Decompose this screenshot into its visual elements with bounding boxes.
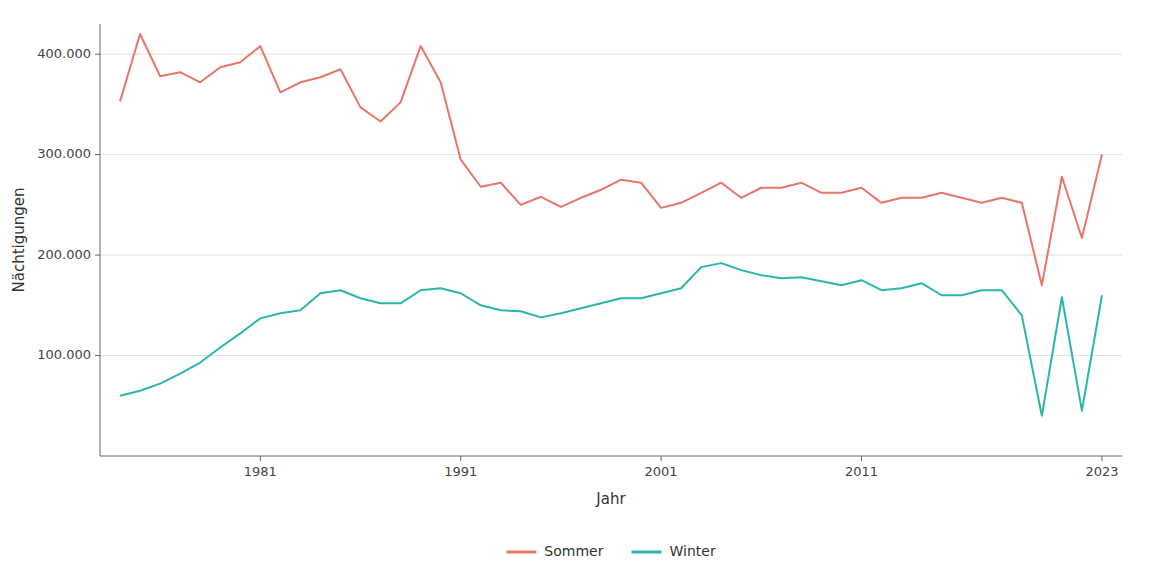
y-tick (95, 154, 100, 155)
legend-item: Sommer (506, 543, 603, 559)
legend-item: Winter (631, 543, 715, 559)
x-axis-line (100, 456, 1122, 457)
y-tick-label: 400.000 (37, 46, 91, 61)
grid-line (100, 154, 1122, 155)
y-tick (95, 255, 100, 256)
chart: 100.000 200.000 300.000 400.000 1981 1991 2001… (0, 0, 1152, 576)
x-tick (460, 456, 461, 461)
x-axis-label: Jahr (595, 490, 626, 508)
y-tick (95, 355, 100, 356)
legend-swatch (506, 551, 536, 554)
grid-line (100, 355, 1122, 356)
x-tick-label: 1981 (244, 464, 277, 479)
y-grid: 100.000 200.000 300.000 400.000 (37, 46, 1122, 362)
y-axis-label: Nächtigungen (10, 187, 28, 292)
y-tick-label: 200.000 (37, 247, 91, 262)
grid-line (100, 255, 1122, 256)
legend-label: Sommer (544, 543, 603, 559)
legend-swatch (631, 551, 661, 554)
x-tick-label: 2023 (1085, 464, 1118, 479)
x-tick-label: 2011 (845, 464, 878, 479)
lines (120, 34, 1102, 416)
x-tick (861, 456, 862, 461)
series-line (120, 34, 1102, 285)
x-axis: 1981 1991 2001 2011 2023 (244, 456, 1119, 479)
series-line (120, 263, 1102, 416)
x-tick (260, 456, 261, 461)
x-tick (661, 456, 662, 461)
y-axis-line (100, 24, 101, 456)
y-tick-label: 100.000 (37, 347, 91, 362)
x-tick-label: 1991 (444, 464, 477, 479)
legend-label: Winter (669, 543, 715, 559)
y-tick-label: 300.000 (37, 146, 91, 161)
y-tick (95, 54, 100, 55)
x-tick (1101, 456, 1102, 461)
x-tick-label: 2001 (645, 464, 678, 479)
grid-line (100, 54, 1122, 55)
legend: Sommer Winter (506, 543, 716, 559)
